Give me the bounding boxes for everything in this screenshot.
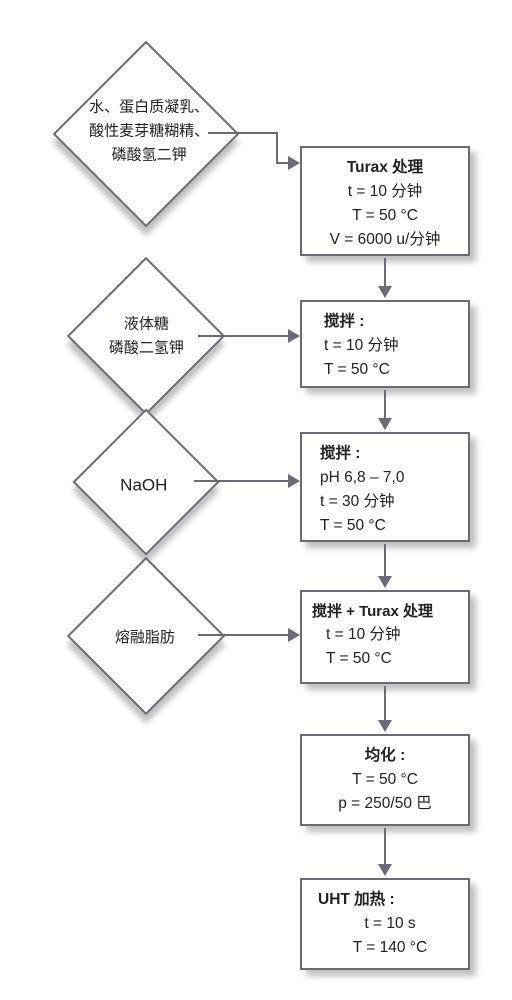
arrowhead-icon xyxy=(288,329,300,343)
connector xyxy=(384,390,386,420)
process-rect-4: 搅拌 + Turax 处理 t = 10 分钟 T = 50 °C xyxy=(300,590,470,684)
connector xyxy=(384,828,386,866)
r6-l2: T = 140 °C xyxy=(318,936,462,960)
arrowhead-icon xyxy=(378,576,392,588)
connector xyxy=(384,544,386,578)
r1-l3: V = 6000 u/分钟 xyxy=(308,228,462,252)
r5-title: 均化 : xyxy=(308,744,462,768)
d4-l1: 熔融脂肪 xyxy=(62,626,227,650)
arrowhead-icon xyxy=(378,720,392,732)
process-rect-1: Turax 处理 t = 10 分钟 T = 50 °C V = 6000 u/… xyxy=(300,146,470,256)
r4-title: 搅拌 + Turax 处理 xyxy=(312,600,462,623)
arrowhead-icon xyxy=(378,286,392,298)
r1-l1: t = 10 分钟 xyxy=(308,180,462,204)
r5-l1: T = 50 °C xyxy=(308,768,462,792)
d1-l3: 磷酸氢二钾 xyxy=(67,144,232,168)
r2-title: 搅拌 : xyxy=(324,310,462,334)
connector xyxy=(384,258,386,288)
arrowhead-icon xyxy=(378,864,392,876)
r2-l1: t = 10 分钟 xyxy=(324,334,462,358)
arrowhead-icon xyxy=(288,474,300,488)
r3-l2: t = 30 分钟 xyxy=(320,490,462,514)
r1-title: Turax 处理 xyxy=(308,156,462,180)
d1-l2: 酸性麦芽糖糊精、 xyxy=(67,120,232,144)
r5-l2: p = 250/50 巴 xyxy=(308,792,462,816)
r4-l2: T = 50 °C xyxy=(312,647,462,671)
arrowhead-icon xyxy=(378,418,392,430)
r4-l1: t = 10 分钟 xyxy=(312,623,462,647)
d2-l2: 磷酸二氢钾 xyxy=(64,336,229,360)
process-rect-3: 搅拌 : pH 6,8 – 7,0 t = 30 分钟 T = 50 °C xyxy=(300,432,470,542)
process-rect-6: UHT 加热 : t = 10 s T = 140 °C xyxy=(300,878,470,970)
connector xyxy=(384,686,386,722)
input-diamond-3: NaOH xyxy=(72,408,219,555)
r3-title: 搅拌 : xyxy=(320,442,462,466)
r2-l2: T = 50 °C xyxy=(324,358,462,382)
d3-l1: NaOH xyxy=(61,471,226,498)
connector xyxy=(276,132,278,162)
r6-l1: t = 10 s xyxy=(318,912,462,936)
connector xyxy=(208,132,276,134)
d1-l1: 水、蛋白质凝乳、 xyxy=(67,96,232,120)
r1-l2: T = 50 °C xyxy=(308,204,462,228)
d2-l1: 液体糖 xyxy=(64,312,229,336)
r3-l1: pH 6,8 – 7,0 xyxy=(320,466,462,490)
connector xyxy=(198,335,290,337)
process-rect-5: 均化 : T = 50 °C p = 250/50 巴 xyxy=(300,734,470,826)
process-rect-2: 搅拌 : t = 10 分钟 T = 50 °C xyxy=(300,300,470,388)
input-diamond-1: 水、蛋白质凝乳、 酸性麦芽糖糊精、 磷酸氢二钾 xyxy=(53,41,240,228)
arrowhead-icon xyxy=(288,628,300,642)
connector xyxy=(194,480,290,482)
r3-l3: T = 50 °C xyxy=(320,514,462,538)
input-diamond-4: 熔融脂肪 xyxy=(67,557,225,715)
connector xyxy=(198,634,290,636)
flowchart-canvas: 水、蛋白质凝乳、 酸性麦芽糖糊精、 磷酸氢二钾 液体糖 磷酸二氢钾 NaOH 熔… xyxy=(0,0,512,1000)
arrowhead-icon xyxy=(288,156,300,170)
r6-title: UHT 加热 : xyxy=(318,888,462,912)
